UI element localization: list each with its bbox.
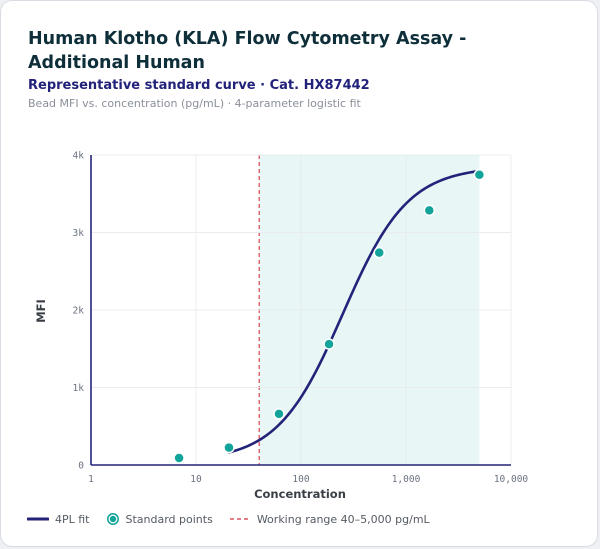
range-line-swatch [229, 518, 250, 520]
fit-curve-layer [227, 169, 481, 454]
standard-point [173, 452, 185, 464]
chart-legend: 4PL fit Standard points Working range 40… [27, 512, 446, 526]
standard-point [423, 204, 436, 217]
chart-subtitle: Representative standard curve · Cat. HX8… [28, 78, 370, 93]
x-tick-label: 100 [292, 474, 309, 485]
x-tick-label: 1,000 [392, 474, 421, 485]
legend-item-fit[interactable]: 4PL fit [27, 513, 90, 526]
legend-item-range[interactable]: Working range 40–5,000 pg/mL [229, 513, 430, 526]
y-tick-label: 3k [73, 228, 85, 239]
legend-item-points[interactable]: Standard points [106, 512, 213, 526]
points-layer [173, 169, 486, 464]
fit-curve [227, 169, 481, 454]
standard-point [273, 408, 285, 420]
axes-layer [90, 155, 511, 466]
chart-title: Human Klotho (KLA) Flow Cytometry Assay … [28, 29, 467, 73]
x-tick-label: 10 [190, 474, 202, 485]
x-axis-title: Concentration [254, 487, 346, 501]
tick-labels-layer: 1 10 100 1,000 10,000 0 1k 2k 3k 4k [73, 151, 529, 486]
y-tick-label: 2k [73, 306, 85, 317]
chart-caption: Bead MFI vs. concentration (pg/mL) · 4-p… [28, 97, 361, 110]
standard-point [323, 338, 335, 350]
y-tick-label: 0 [78, 461, 84, 472]
legend-label-points: Standard points [125, 512, 213, 526]
x-tick-label: 10,000 [494, 474, 529, 485]
standard-point [373, 246, 385, 259]
y-tick-label: 4k [73, 151, 85, 162]
fit-line-swatch [27, 517, 49, 521]
legend-label-fit: 4PL fit [55, 512, 90, 526]
standard-point [223, 441, 235, 454]
y-tick-label: 1k [73, 383, 85, 394]
standard-point [473, 169, 486, 181]
y-axis-title: MFI [34, 299, 48, 323]
point-swatch [106, 513, 119, 525]
x-tick-label: 1 [88, 474, 94, 485]
legend-label-range: Working range 40–5,000 pg/mL [256, 512, 430, 526]
